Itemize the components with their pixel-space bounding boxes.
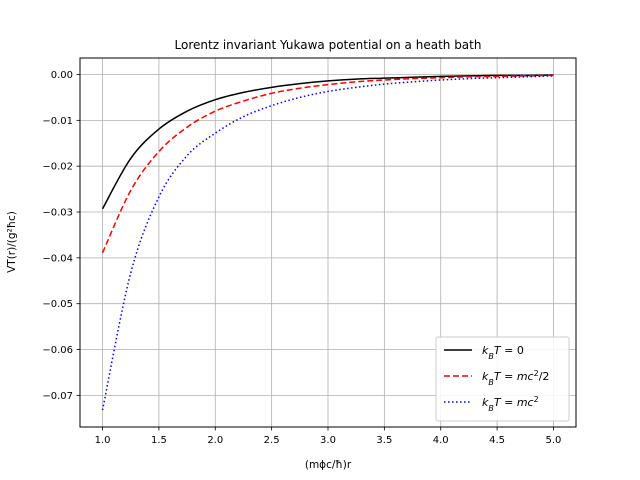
x-axis-label: (mϕc/ħ)r xyxy=(305,459,352,471)
y-tick-label: 0.00 xyxy=(51,70,73,81)
y-tick-label: −0.04 xyxy=(42,253,73,264)
series-line-3 xyxy=(101,75,554,411)
legend-label-1: kBT = 0 xyxy=(482,344,524,361)
y-tick-label: −0.07 xyxy=(42,391,73,402)
y-tick-label: −0.01 xyxy=(42,116,73,127)
x-tick-label: 1.0 xyxy=(95,435,111,446)
series-layer xyxy=(101,74,554,411)
grid xyxy=(80,58,576,427)
x-tick-label: 4.5 xyxy=(489,435,505,446)
x-tick-label: 5.0 xyxy=(546,435,562,446)
x-tick-label: 2.0 xyxy=(207,435,223,446)
y-tick-label: −0.02 xyxy=(42,162,73,173)
legend-box xyxy=(435,336,570,422)
y-tick-label: −0.03 xyxy=(42,208,73,219)
series-line-2 xyxy=(101,74,554,254)
y-tick-label: −0.05 xyxy=(42,299,73,310)
x-tick-label: 4.0 xyxy=(433,435,449,446)
x-axis: 1.0 1.5 2.0 2.5 3.0 3.5 4.0 4.5 5.0 xyxy=(95,427,562,446)
x-tick-label: 1.5 xyxy=(151,435,167,446)
series-line-1 xyxy=(101,74,554,210)
x-tick-label: 2.5 xyxy=(264,435,280,446)
legend: kBT = 0 kBT = mc2/2 kBT = mc2 xyxy=(435,336,570,422)
x-tick-label: 3.0 xyxy=(320,435,336,446)
legend-label-2: kBT = mc2/2 xyxy=(482,369,549,387)
legend-label-3: kBT = mc2 xyxy=(482,395,539,413)
chart-title: Lorentz invariant Yukawa potential on a … xyxy=(175,38,482,52)
x-tick-label: 3.5 xyxy=(376,435,392,446)
y-tick-label: −0.06 xyxy=(42,345,73,356)
y-axis-label: VT(r)/(g²ħc) xyxy=(6,211,18,273)
y-axis: 0.00 −0.01 −0.02 −0.03 −0.04 −0.05 −0.06 −0.07 xyxy=(42,70,80,402)
